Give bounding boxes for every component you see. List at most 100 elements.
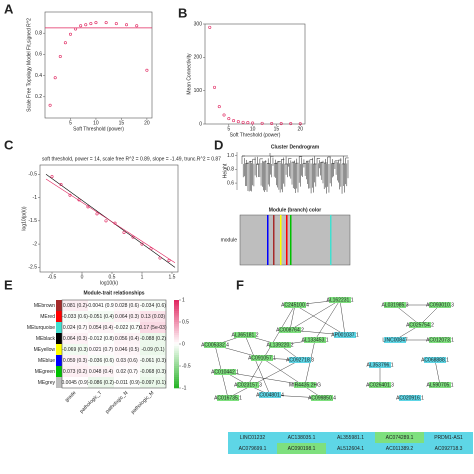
heat-cell (88, 344, 114, 355)
heat-cell (88, 311, 114, 322)
heat-cell (114, 377, 140, 388)
dendrogram-title: Cluster Dendrogram (271, 144, 320, 150)
panel-letter: E (4, 277, 13, 292)
network-node (429, 302, 451, 308)
gene-cell (228, 432, 277, 443)
heat-cell (140, 311, 166, 322)
colorbar-step (174, 359, 179, 362)
x-tick-label: 20 (297, 126, 303, 132)
panel-letter: C (4, 137, 14, 152)
network-edge (227, 359, 301, 399)
point (68, 32, 72, 36)
point (53, 76, 57, 80)
point (260, 121, 264, 125)
panel-letter: A (4, 1, 14, 16)
network-edge (294, 304, 346, 336)
gene-cell (375, 443, 424, 454)
colorbar-step (174, 322, 179, 325)
point (251, 121, 255, 125)
network-node (251, 355, 273, 361)
node-label: AL139220.2 (267, 342, 294, 348)
heat-cell (62, 355, 88, 366)
point (213, 85, 217, 89)
colorbar-tick-label: -1 (182, 385, 187, 391)
cell-label: -0.086 (0.2) (88, 380, 114, 386)
point (232, 119, 236, 123)
point (94, 21, 98, 25)
gene-label: AC079699.1 (239, 446, 267, 452)
colorbar-step (174, 308, 179, 312)
gene-label: AC074289.1 (386, 435, 414, 441)
colorbar-step (174, 348, 179, 351)
colorbar-step (174, 326, 179, 329)
node-label: AC023157.3 (234, 382, 262, 388)
gene-cell (277, 443, 326, 454)
node-label: AL353796.1 (367, 362, 394, 368)
row-swatch (56, 322, 62, 333)
row-swatch (56, 366, 62, 377)
panel-letter: B (178, 5, 187, 20)
network-edge (224, 371, 306, 386)
cell-label: 0.048 (0.4) (89, 369, 114, 375)
colorbar-step (174, 330, 179, 334)
colorbar-step (174, 328, 179, 332)
cell-label: 0.046 (0.5) (115, 347, 140, 353)
network-node (269, 342, 291, 348)
network-node (329, 297, 351, 303)
point (63, 41, 67, 45)
point (89, 22, 93, 26)
colorbar-step (174, 352, 179, 356)
plot-frame (44, 11, 153, 119)
network-node (217, 395, 239, 401)
point (104, 219, 108, 223)
node-label: AC012073.1 (426, 337, 454, 343)
colorbar-step (174, 361, 179, 365)
colorbar-step (174, 385, 179, 389)
point (77, 198, 81, 202)
point (58, 55, 62, 59)
cell-label: -0.061 (0.3) (140, 358, 166, 364)
cell-label: 0.024 (0.7) (63, 325, 88, 331)
gene-cell (326, 432, 375, 443)
point (289, 122, 293, 126)
colorbar-step (174, 324, 179, 327)
heat-cell (88, 322, 114, 333)
colorbar-step (174, 311, 179, 314)
cell-label: 0.02 (0.7) (116, 369, 138, 375)
x-axis-label: Soft Threshold (power) (230, 132, 281, 138)
network-node (237, 382, 259, 388)
node-label: AC068888.1 (421, 357, 449, 363)
x-tick-label: 0.5 (109, 274, 116, 280)
module-strip (239, 214, 351, 266)
y-tick-label: 0.2 (35, 94, 42, 100)
network-node (234, 332, 256, 338)
colorbar-step (174, 374, 179, 378)
colorbar-step (174, 339, 179, 343)
gene-cell (277, 432, 326, 443)
heat-cell (140, 344, 166, 355)
network-edge (419, 304, 441, 326)
heat-cell (140, 322, 166, 333)
cell-label: 0.028 (0.6) (115, 303, 140, 309)
point (59, 183, 63, 187)
node-label: AL590705.1 (427, 382, 454, 388)
row-label: MEgrey (38, 380, 56, 386)
point (68, 193, 72, 197)
point (208, 25, 212, 29)
cell-label: -0.036 (0.6) (88, 358, 114, 364)
row-swatch (56, 355, 62, 366)
cell-label: 0.081 (0.2) (63, 303, 88, 309)
dendrogram-branches (241, 153, 349, 194)
row-label: MEgreen (35, 369, 56, 375)
y-tick-label: 1.0 (227, 153, 234, 159)
node-label: AL133453.1 (302, 337, 329, 343)
colorbar-step (174, 366, 179, 369)
colorbar-step (174, 306, 179, 310)
colorbar-step (174, 383, 179, 387)
colorbar-tick-label: 1 (182, 297, 185, 303)
network-edge (339, 299, 346, 336)
x-tick-label: 20 (144, 120, 150, 126)
point (84, 23, 88, 27)
colorbar-step (174, 344, 179, 347)
